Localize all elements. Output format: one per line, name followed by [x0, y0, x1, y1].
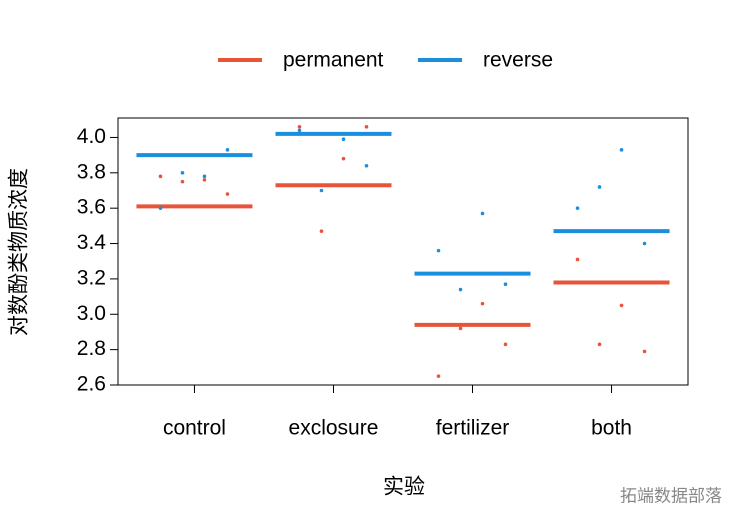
point: [202, 178, 207, 182]
point: [202, 174, 207, 179]
y-tick-label: 3.0: [77, 302, 106, 325]
x-tick-label: control: [163, 417, 226, 440]
point: [480, 301, 485, 306]
y-tick-label: 3.4: [77, 231, 107, 254]
y-tick-label: 3.8: [77, 160, 106, 183]
x-tick-label: fertilizer: [436, 417, 510, 440]
y-tick-label: 3.6: [77, 196, 106, 219]
point: [458, 287, 463, 292]
y-tick-label: 2.6: [77, 373, 106, 396]
y-tick-label: 3.2: [77, 266, 106, 289]
point: [341, 137, 346, 142]
x-tick-label: exclosure: [289, 417, 379, 440]
point: [503, 342, 508, 347]
point: [458, 326, 463, 331]
point: [619, 148, 624, 152]
point: [642, 349, 647, 354]
point: [503, 282, 508, 287]
point: [597, 342, 602, 347]
point: [158, 206, 163, 210]
point: [575, 206, 580, 210]
point: [575, 257, 580, 262]
point: [297, 125, 302, 129]
point: [158, 174, 163, 179]
point: [319, 229, 324, 233]
point: [364, 125, 369, 129]
x-tick-label: both: [591, 417, 632, 440]
y-tick-label: 4.0: [77, 125, 106, 148]
point: [436, 248, 441, 253]
watermark: 拓端数据部落: [620, 486, 722, 505]
point: [180, 171, 185, 175]
point: [480, 211, 485, 216]
y-tick-label: 2.8: [77, 337, 106, 360]
legend-label: reverse: [483, 49, 553, 72]
point: [319, 188, 324, 193]
point: [619, 303, 624, 308]
point: [642, 241, 647, 246]
point: [225, 192, 230, 196]
point: [297, 128, 302, 133]
point: [341, 156, 346, 161]
x-axis-label: 实验: [383, 476, 425, 499]
point: [180, 179, 185, 184]
legend-label: permanent: [283, 49, 384, 72]
point: [364, 163, 369, 168]
plot-frame: [117, 117, 689, 386]
point: [597, 185, 602, 189]
y-axis-label: 对数酚类物质浓度: [8, 168, 31, 336]
point: [436, 374, 441, 378]
point: [225, 148, 230, 152]
